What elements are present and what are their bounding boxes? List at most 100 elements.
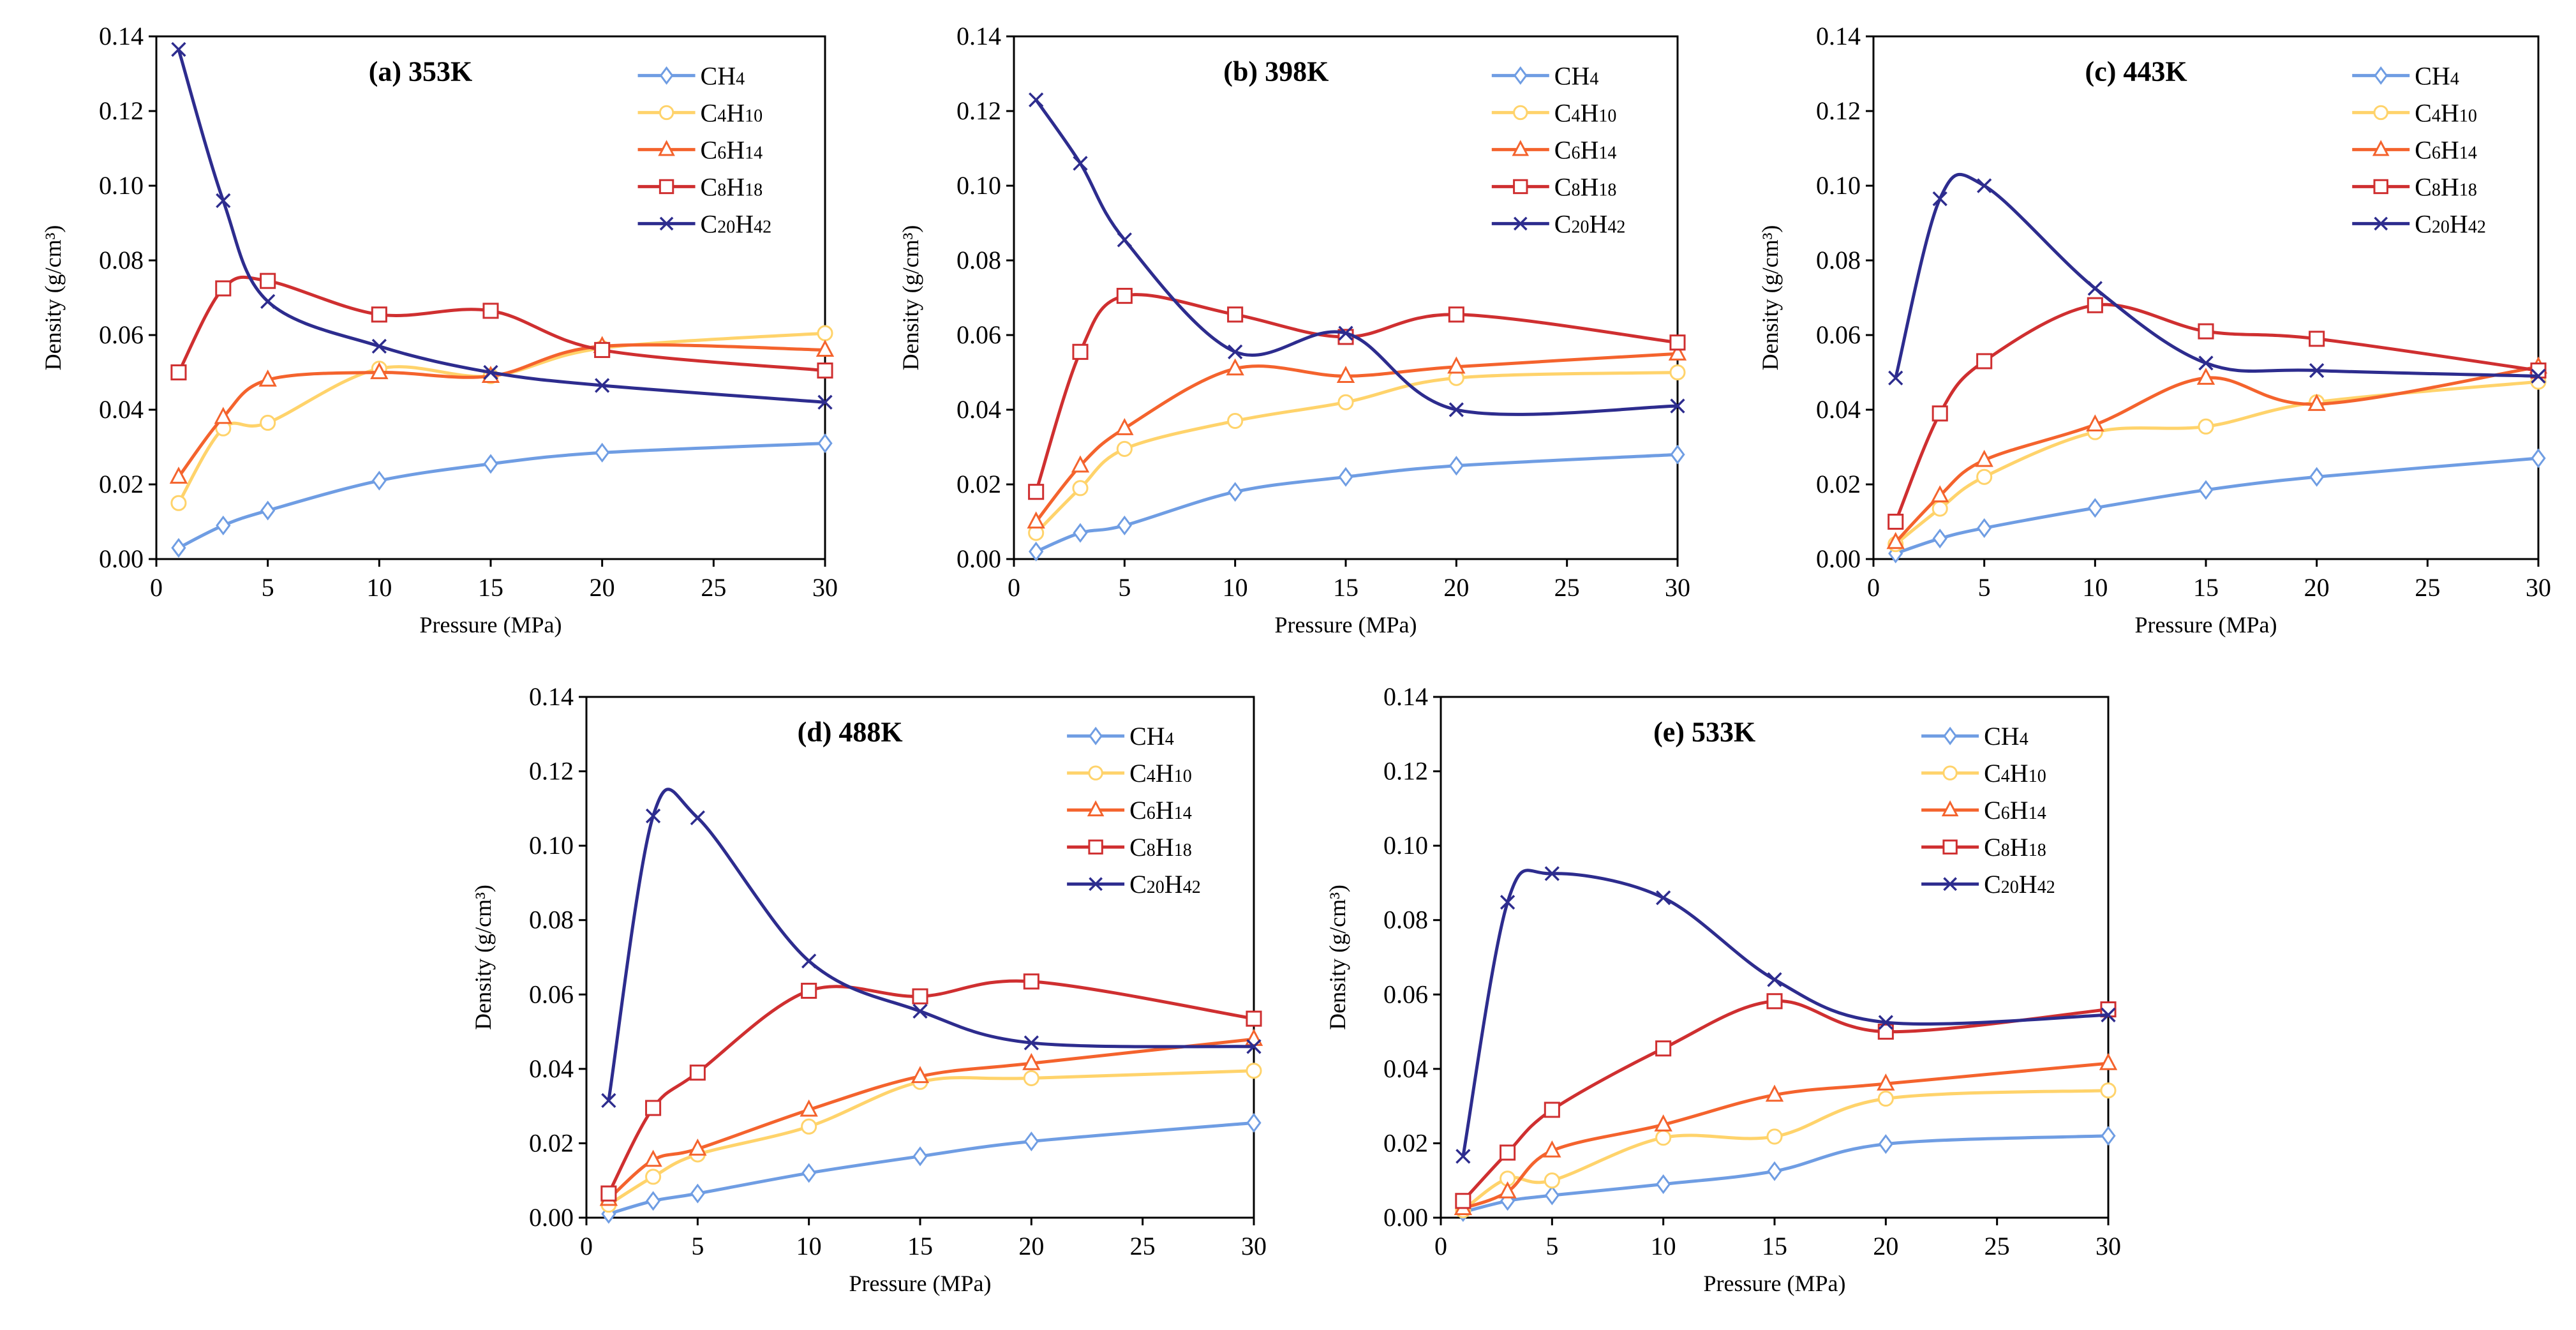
x-marker (260, 294, 276, 309)
y-tick-label: 0.00 (1816, 544, 1861, 573)
chart-panel: 0.00 0.02 0.04 0.06 0.08 0.10 0.12 0.14 0 5 10 15 20… (1325, 682, 2121, 1296)
triangle-marker (644, 1149, 662, 1167)
square-marker (482, 303, 499, 319)
square-marker (1877, 1024, 1894, 1040)
x-marker-stroke (2198, 355, 2214, 371)
circle-marker (801, 1118, 817, 1135)
series-line (1034, 352, 1678, 523)
x-tick-label: 10 (1223, 573, 1248, 602)
x-marker (1767, 972, 1782, 987)
circle-marker (2100, 1082, 2117, 1099)
legend-item: C8H18 (637, 172, 763, 201)
diamond-marker (1089, 726, 1103, 745)
x-marker (2101, 1007, 2116, 1022)
x-marker (1448, 402, 1464, 417)
legend-label: C4H10 (1129, 759, 1192, 788)
circle-marker (659, 105, 674, 121)
diamond-marker (1513, 66, 1528, 85)
y-tick-label: 0.04 (1816, 395, 1861, 424)
diamond-marker (912, 1146, 928, 1167)
x-marker-stroke (659, 216, 674, 231)
x-marker (2087, 281, 2103, 296)
x-marker (817, 394, 833, 410)
y-tick-label: 0.12 (99, 96, 144, 125)
x-marker (216, 193, 231, 209)
circle-marker (1932, 500, 1948, 517)
square-marker (689, 1065, 706, 1081)
series-c8h18 (1887, 297, 2547, 530)
legend-label: C4H10 (2415, 98, 2477, 127)
series-line (177, 343, 826, 478)
y-tick-label: 0.14 (957, 22, 1001, 50)
x-marker-stroke (1544, 866, 1560, 881)
chart-panel: 0.00 0.02 0.04 0.06 0.08 0.10 0.12 0.14 0 5 10 15 20… (1757, 22, 2551, 638)
x-marker-stroke (216, 193, 231, 209)
series-line (177, 442, 826, 549)
x-marker-stroke (1073, 156, 1088, 171)
square-marker (2087, 297, 2103, 313)
series-ch4 (171, 433, 833, 558)
x-tick-label: 25 (701, 573, 726, 602)
y-tick-label: 0.02 (529, 1128, 574, 1157)
x-marker (1878, 1015, 1893, 1030)
square-marker (1023, 973, 1039, 990)
y-tick-label: 0.14 (1383, 682, 1428, 711)
legend: CH4 C4H10 C6H14 C8H18 C20H42 (1921, 722, 2055, 899)
legend-item: C8H18 (1921, 833, 2046, 862)
series-ch4 (1888, 448, 2546, 564)
triangle-marker (1336, 366, 1355, 383)
triangle-marker (1027, 511, 1045, 529)
y-tick-label: 0.04 (99, 395, 144, 424)
x-marker (371, 338, 387, 354)
x-tick-label: 10 (1651, 1232, 1676, 1260)
circle-marker (1337, 394, 1354, 410)
x-tick-label: 10 (796, 1232, 822, 1260)
square-marker (594, 341, 611, 358)
x-marker (601, 1093, 616, 1109)
x-marker (1073, 156, 1088, 171)
x-marker (690, 810, 705, 826)
circle-marker (1544, 1172, 1560, 1189)
x-axis-label: Pressure (MPa) (849, 1271, 992, 1296)
x-tick-label: 25 (2415, 573, 2440, 602)
x-marker-stroke (2374, 216, 2388, 231)
panel-title: (e) 533K (1653, 716, 1755, 747)
y-tick-label: 0.10 (529, 831, 574, 860)
series-line (177, 331, 826, 504)
square-marker (2198, 323, 2214, 340)
y-tick-label: 0.10 (957, 171, 1001, 200)
chart-panel: 0.00 0.02 0.04 0.06 0.08 0.10 0.12 0.14 0 5 10 15 20… (40, 22, 838, 638)
series-c6h14 (1886, 356, 2548, 549)
square-marker (1669, 334, 1686, 351)
legend-label: CH4 (1554, 61, 1599, 90)
x-tick-label: 20 (590, 573, 615, 602)
series-line (1462, 999, 2109, 1202)
x-tick-label: 0 (150, 573, 163, 602)
x-tick-label: 20 (2304, 573, 2330, 602)
circle-marker (817, 325, 833, 341)
square-marker (1246, 1010, 1262, 1027)
series-line (1034, 371, 1678, 534)
diamond-marker (1767, 1161, 1782, 1181)
triangle-marker (1115, 418, 1134, 435)
legend-item: C4H10 (1067, 759, 1192, 788)
y-tick-label: 0.10 (1383, 831, 1428, 860)
square-marker (1500, 1144, 1516, 1161)
series-line (177, 275, 826, 373)
square-marker (2373, 179, 2388, 195)
x-marker-stroke (1456, 1149, 1471, 1164)
triangle-marker (258, 369, 277, 387)
x-marker (1888, 370, 1903, 385)
y-tick-label: 0.12 (1383, 757, 1428, 786)
triangle-marker (800, 1099, 818, 1117)
triangle-marker (658, 140, 675, 156)
circle-marker (1513, 105, 1528, 121)
square-marker (215, 280, 232, 297)
square-marker (1544, 1102, 1560, 1118)
x-marker-stroke (1089, 877, 1103, 892)
series-line (607, 979, 1254, 1195)
y-tick-label: 0.04 (1383, 1054, 1428, 1083)
circle-marker (1942, 765, 1958, 781)
x-marker-stroke (2087, 281, 2103, 296)
